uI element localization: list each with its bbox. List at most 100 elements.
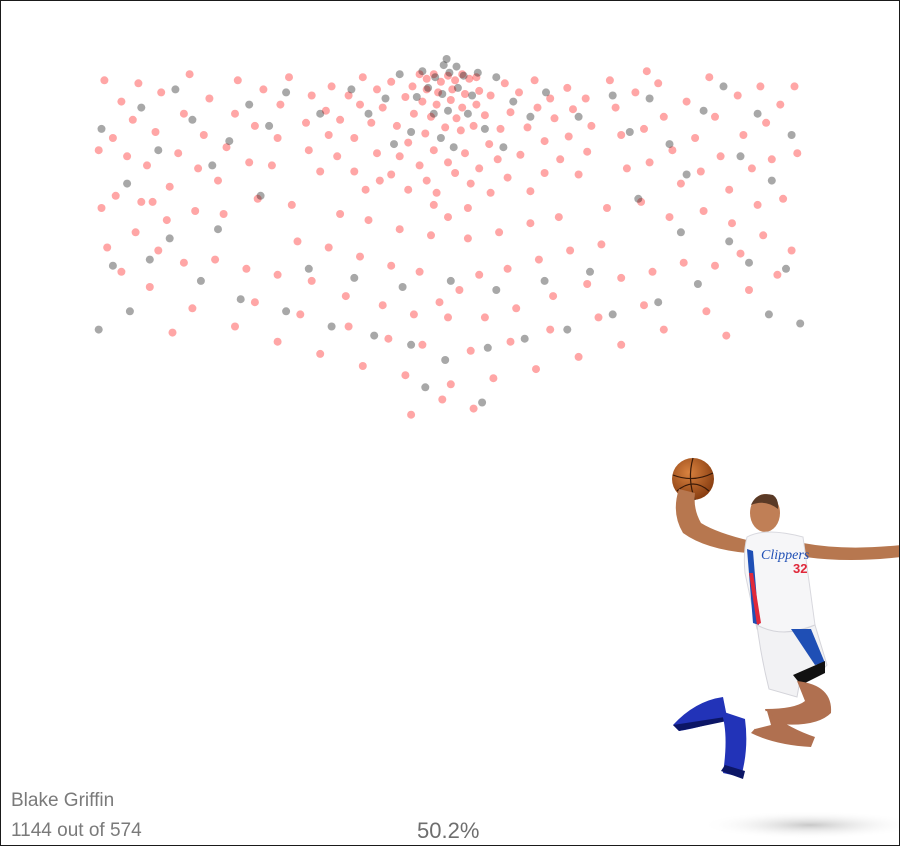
made-shot-point xyxy=(137,197,146,206)
made-shot-point xyxy=(134,79,143,88)
made-shot-point xyxy=(500,79,509,88)
missed-shot-point xyxy=(256,191,265,200)
missed-shot-point xyxy=(608,91,617,100)
missed-shot-point xyxy=(449,143,458,152)
made-shot-point xyxy=(461,149,469,158)
made-shot-point xyxy=(361,185,370,194)
made-shot-point xyxy=(451,169,460,177)
missed-shot-point xyxy=(282,88,291,97)
made-shot-point xyxy=(597,240,606,249)
made-shot-point xyxy=(293,237,302,246)
made-shot-point xyxy=(540,169,549,177)
made-shot-point xyxy=(427,231,435,240)
missed-shot-point xyxy=(370,331,379,340)
made-shot-point xyxy=(506,108,515,117)
missed-shot-point xyxy=(492,73,501,82)
made-shot-point xyxy=(157,88,166,97)
made-shot-point xyxy=(429,70,438,79)
made-shot-point xyxy=(790,82,799,91)
made-shot-point xyxy=(117,97,126,106)
made-shot-point xyxy=(554,213,563,222)
made-shot-point xyxy=(375,176,384,185)
made-shot-point xyxy=(344,91,353,100)
made-shot-point xyxy=(648,267,657,276)
made-shot-point xyxy=(756,82,765,91)
missed-shot-point xyxy=(438,90,447,98)
made-shot-point xyxy=(739,131,748,139)
made-shot-point xyxy=(179,258,188,267)
made-shot-point xyxy=(373,149,381,158)
player-dunk-icon: Clippers 32 xyxy=(672,457,899,839)
made-shot-point xyxy=(461,90,469,98)
made-shot-point xyxy=(605,76,614,85)
made-shot-point xyxy=(123,152,132,161)
missed-shot-point xyxy=(214,225,222,234)
made-shot-point xyxy=(486,91,495,100)
made-shot-point xyxy=(259,85,268,94)
made-shot-point xyxy=(566,246,575,255)
missed-shot-point xyxy=(634,194,643,203)
made-shot-point xyxy=(387,77,396,86)
made-shot-point xyxy=(512,304,521,313)
missed-shot-point xyxy=(540,276,549,285)
made-shot-point xyxy=(716,152,725,161)
made-shot-point xyxy=(356,252,364,261)
made-shot-point xyxy=(336,115,345,124)
made-shot-point xyxy=(438,395,447,404)
missed-shot-point xyxy=(123,179,132,188)
made-shot-point xyxy=(451,76,460,85)
missed-shot-point xyxy=(542,88,550,97)
made-shot-point xyxy=(485,140,494,149)
made-shot-point xyxy=(711,261,719,270)
made-shot-point xyxy=(452,114,461,123)
missed-shot-point xyxy=(165,234,174,243)
made-shot-point xyxy=(682,97,691,106)
made-shot-point xyxy=(321,106,330,115)
made-shot-point xyxy=(188,304,197,313)
made-shot-point xyxy=(287,200,296,209)
missed-shot-point xyxy=(390,140,398,149)
made-shot-point xyxy=(409,310,418,319)
missed-shot-point xyxy=(699,106,708,115)
made-shot-point xyxy=(446,96,455,104)
made-shot-point xyxy=(219,210,228,218)
missed-shot-point xyxy=(459,71,468,80)
made-shot-point xyxy=(97,204,106,212)
made-shot-point xyxy=(415,70,424,79)
made-shot-point xyxy=(415,267,424,276)
player-name: Blake Griffin xyxy=(11,790,115,811)
made-shot-point xyxy=(668,146,677,155)
missed-shot-point xyxy=(265,121,274,130)
svg-text:32: 32 xyxy=(793,561,807,576)
made-shot-point xyxy=(384,334,393,343)
made-shot-point xyxy=(404,185,413,194)
missed-shot-point xyxy=(499,143,508,152)
missed-shot-point xyxy=(753,109,762,118)
made-shot-point xyxy=(506,337,515,346)
made-shot-point xyxy=(574,352,583,361)
made-shot-point xyxy=(793,149,802,158)
missed-shot-point xyxy=(520,334,529,343)
missed-shot-point xyxy=(586,267,594,276)
missed-shot-point xyxy=(693,280,702,288)
made-shot-point xyxy=(540,137,549,146)
missed-shot-point xyxy=(421,383,430,392)
made-shot-point xyxy=(103,243,112,252)
made-shot-point xyxy=(242,264,251,273)
missed-shot-point xyxy=(509,97,518,106)
made-shot-point xyxy=(364,216,373,225)
made-shot-point xyxy=(222,143,231,152)
made-shot-point xyxy=(480,111,489,120)
made-shot-point xyxy=(441,123,450,132)
made-shot-point xyxy=(444,213,452,222)
made-shot-point xyxy=(429,200,438,209)
made-shot-point xyxy=(145,283,154,291)
made-shot-point xyxy=(475,164,484,173)
made-shot-point xyxy=(409,109,418,118)
missed-shot-point xyxy=(225,137,234,146)
missed-shot-point xyxy=(208,161,217,170)
player-stats: 1144 out of 574 xyxy=(11,820,142,841)
made-shot-point xyxy=(422,74,431,83)
made-shot-point xyxy=(148,197,157,206)
